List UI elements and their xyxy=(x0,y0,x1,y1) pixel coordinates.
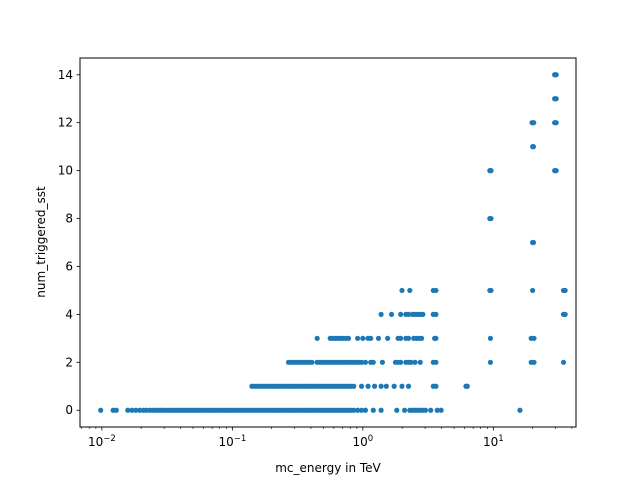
data-point xyxy=(355,407,361,413)
data-point xyxy=(358,407,365,413)
data-point xyxy=(562,287,568,294)
x-axis-ticks: 10−2 10−1 100 101 xyxy=(81,427,573,449)
data-point xyxy=(562,311,568,317)
data-point xyxy=(378,311,384,317)
y-tick-label: 6 xyxy=(65,259,73,273)
data-point xyxy=(133,407,139,413)
y-axis-ticks: 0 2 4 6 8 10 12 14 xyxy=(58,68,80,417)
data-point xyxy=(530,287,536,294)
data-point xyxy=(113,407,119,413)
data-points xyxy=(98,72,568,413)
data-point xyxy=(433,311,439,317)
data-point xyxy=(345,335,352,341)
data-point xyxy=(385,335,391,341)
y-tick-label: 10 xyxy=(58,164,73,178)
data-point xyxy=(487,359,494,365)
data-point xyxy=(405,383,412,389)
data-point xyxy=(422,407,429,413)
data-point xyxy=(531,359,537,365)
data-point xyxy=(433,359,439,365)
data-point xyxy=(379,359,386,365)
data-point xyxy=(530,144,537,150)
data-point xyxy=(408,359,414,365)
data-point xyxy=(370,407,376,413)
data-point xyxy=(394,407,400,413)
data-point xyxy=(398,335,404,341)
data-point xyxy=(358,383,365,389)
x-tick-label: 10−1 xyxy=(218,434,246,449)
data-point xyxy=(531,335,537,341)
data-point xyxy=(553,96,559,102)
data-point xyxy=(398,311,404,317)
y-tick-label: 0 xyxy=(65,403,73,417)
data-point xyxy=(360,335,366,341)
data-point xyxy=(309,359,315,365)
data-point xyxy=(362,407,369,413)
data-point xyxy=(137,407,143,413)
y-tick-label: 4 xyxy=(65,307,73,321)
data-point xyxy=(433,335,439,341)
data-point xyxy=(399,383,405,389)
data-point xyxy=(365,383,371,389)
data-point xyxy=(433,383,439,389)
y-tick-label: 2 xyxy=(65,355,73,369)
data-point xyxy=(488,215,494,222)
data-point xyxy=(314,335,320,341)
data-point xyxy=(355,335,361,341)
data-point xyxy=(391,383,397,389)
x-tick-label: 100 xyxy=(352,434,373,449)
data-point xyxy=(370,359,376,365)
data-point xyxy=(428,407,434,413)
data-point xyxy=(402,407,408,413)
data-point xyxy=(412,359,418,365)
x-tick-label: 101 xyxy=(483,434,504,449)
plot-area-frame xyxy=(79,57,577,428)
data-point xyxy=(371,383,378,389)
data-point xyxy=(487,335,494,341)
data-point xyxy=(438,407,444,413)
data-point xyxy=(362,359,369,365)
data-point xyxy=(388,311,395,317)
data-point xyxy=(399,287,405,294)
data-point xyxy=(368,335,374,341)
data-point xyxy=(98,407,104,413)
data-point xyxy=(530,239,537,246)
data-point xyxy=(375,335,382,341)
data-point xyxy=(417,359,423,365)
data-point xyxy=(418,335,425,341)
x-axis-label: mc_energy in TeV xyxy=(275,461,381,475)
data-point xyxy=(434,407,440,413)
data-point xyxy=(531,120,537,126)
data-point xyxy=(488,168,494,174)
data-point xyxy=(351,383,357,389)
data-point xyxy=(378,407,384,413)
y-tick-label: 14 xyxy=(58,68,73,82)
data-point xyxy=(407,287,413,294)
data-point xyxy=(553,168,559,174)
data-point xyxy=(129,407,135,413)
data-point xyxy=(351,407,357,413)
data-point xyxy=(464,383,470,389)
data-point xyxy=(553,120,559,126)
data-point xyxy=(398,359,404,365)
data-point xyxy=(553,72,559,78)
data-point xyxy=(358,359,365,365)
y-tick-label: 8 xyxy=(65,212,73,226)
data-point xyxy=(420,311,426,317)
x-tick-label: 10−2 xyxy=(88,434,116,449)
data-point xyxy=(560,359,567,365)
data-point xyxy=(405,335,412,341)
data-point xyxy=(433,287,439,294)
y-tick-label: 12 xyxy=(58,116,73,130)
data-point xyxy=(378,383,384,389)
y-axis-label: num_triggered_sst xyxy=(34,186,48,298)
data-point xyxy=(405,311,412,317)
data-point xyxy=(488,287,494,294)
data-point xyxy=(383,383,389,389)
data-point xyxy=(517,407,523,413)
data-point xyxy=(125,407,131,413)
